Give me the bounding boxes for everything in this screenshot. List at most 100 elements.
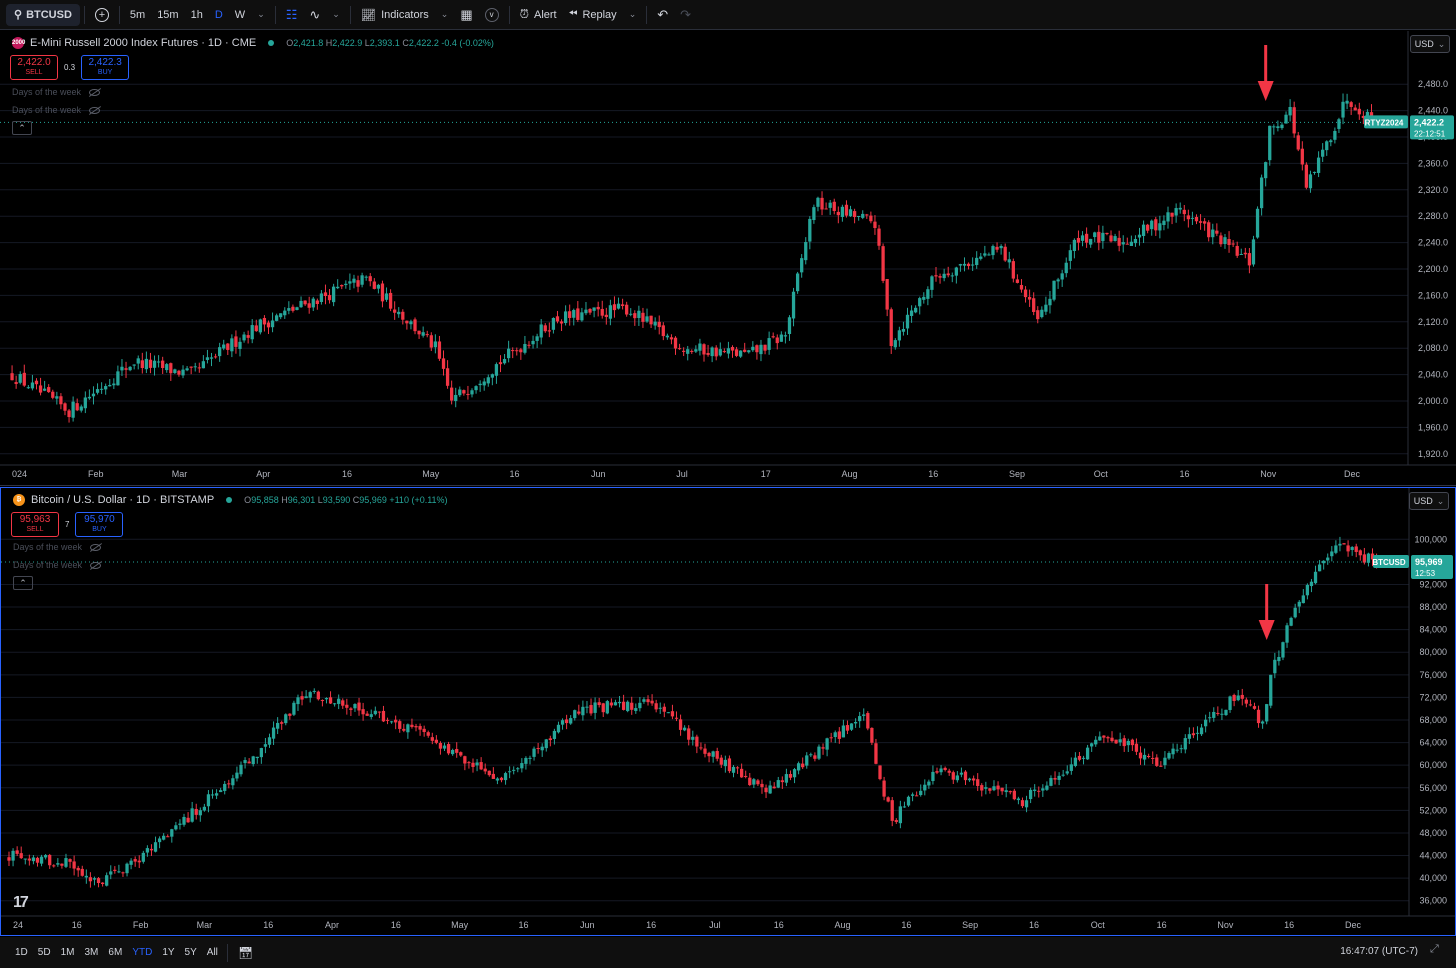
candle-body (661, 325, 665, 337)
range-3m-button[interactable]: 3M (84, 947, 99, 958)
candle-body (593, 702, 597, 713)
candle-body (1130, 739, 1135, 746)
symbol-search-button[interactable]: ⚲ BTCUSD (6, 3, 80, 26)
range-ytd-button[interactable]: YTD (132, 947, 153, 958)
replay-button[interactable]: ⏪︎ Replay (563, 0, 623, 30)
candle-body (719, 757, 723, 765)
clock-timezone[interactable]: 16:47:07 (UTC-7) (1340, 946, 1418, 957)
range-1d-button[interactable]: 1D (15, 947, 28, 958)
candle-body (291, 306, 295, 311)
hidden-eye-icon[interactable] (90, 543, 102, 551)
candle-body (824, 208, 828, 210)
range-1y-button[interactable]: 1Y (162, 947, 175, 958)
collapse-legend-button[interactable]: ⌃ (12, 121, 32, 135)
candle-body (511, 350, 515, 352)
indicators-dropdown-icon[interactable]: ⌄ (440, 9, 449, 19)
candle-body (1037, 790, 1041, 792)
undo-icon[interactable]: ↶ (657, 6, 669, 22)
indicator-row[interactable]: Days of the week (13, 542, 102, 552)
candle-body (1334, 545, 1338, 553)
annotation-arrow-icon[interactable] (1258, 584, 1275, 640)
divider (83, 5, 85, 24)
add-symbol-button[interactable]: + (89, 0, 115, 30)
candle-body (356, 280, 360, 287)
collapse-legend-button[interactable]: ⌃ (13, 576, 33, 590)
range-5d-button[interactable]: 5D (37, 947, 51, 958)
range-all-button[interactable]: All (206, 947, 218, 958)
candle-body (15, 850, 19, 854)
time-axis[interactable]: 24 16 Feb Mar 16 Apr 16 May 16 Jun 16 Jul 16 Aug 16 Sep… (13, 920, 1361, 930)
expand-icon[interactable]: ⤢ (1430, 943, 1439, 955)
candle-body (120, 366, 124, 371)
layout-grid-icon[interactable]: ▦ (460, 6, 473, 22)
candle-body (1147, 756, 1151, 758)
line-tool-icon[interactable]: ∿ (309, 6, 321, 22)
price-tick-label: 84,000 (1419, 625, 1447, 635)
hidden-eye-icon[interactable] (90, 561, 102, 569)
candle-body (858, 716, 862, 722)
candle-body (1236, 695, 1240, 701)
futures-title[interactable]: E-Mini Russell 2000 Index Futures · 1D ·… (30, 37, 257, 49)
calendar-goto-icon[interactable]: 📅︎ (237, 945, 254, 960)
candle-body (1064, 262, 1068, 274)
candle-body (1362, 554, 1367, 563)
candles-chart-type-icon[interactable]: ☷ (285, 6, 298, 22)
candle-body (882, 780, 886, 797)
candle-body (68, 859, 72, 862)
indicator-row[interactable]: Days of the week (12, 105, 101, 115)
indicator-row[interactable]: Days of the week (13, 560, 102, 570)
candle-body (341, 700, 345, 706)
range-1m-button[interactable]: 1M (60, 947, 75, 958)
candle-body (258, 319, 262, 333)
interval-dropdown-icon[interactable]: ⌄ (257, 9, 265, 19)
currency-selector[interactable]: USD ⌄ (1409, 492, 1449, 510)
interval-d-button[interactable]: D (214, 8, 223, 21)
range-5y-button[interactable]: 5Y (184, 947, 197, 958)
bitcoin-chart-pane[interactable]: 100,000 92,000 88,000 84,000 80,000 76,000 72,… (0, 487, 1456, 936)
futures-buy-button[interactable]: 2,422.3 BUY (81, 55, 130, 80)
candle-body (418, 726, 422, 730)
candle-body (157, 838, 162, 843)
time-tick-label: Dec (1344, 469, 1361, 479)
candle-body (75, 403, 79, 411)
candle-body (1240, 694, 1244, 699)
candle-body (1045, 785, 1049, 790)
hidden-eye-icon[interactable] (89, 88, 101, 96)
alert-button[interactable]: ⏰︎ Alert (514, 0, 563, 30)
templates-dropdown-icon[interactable]: v (479, 0, 505, 30)
chart-type-dropdown-icon[interactable]: ⌄ (332, 9, 340, 19)
tradingview-logo[interactable]: 17 (13, 894, 29, 911)
replay-dropdown-icon[interactable]: ⌄ (628, 9, 637, 19)
bitcoin-buy-button[interactable]: 95,970 BUY (75, 512, 124, 537)
redo-icon[interactable]: ↷ (680, 6, 692, 22)
futures-chart-pane[interactable]: 2,480.02,440.02,400.02,360.02,320.02,280… (0, 31, 1456, 486)
candle-body (885, 279, 889, 310)
candle-body (767, 338, 771, 350)
time-axis[interactable]: 024 Feb Mar Apr 16 May 16 Jun Jul 17 Aug 16 Sep Oct 16… (12, 469, 1360, 479)
candle-body (1349, 102, 1353, 107)
bitcoin-title[interactable]: Bitcoin / U.S. Dollar · 1D · BITSTAMP (31, 494, 215, 506)
interval-15m-button[interactable]: 15m (157, 8, 179, 21)
interval-5m-button[interactable]: 5m (129, 8, 146, 21)
interval-w-button[interactable]: W (234, 8, 246, 21)
futures-sell-button[interactable]: 2,422.0 SELL (10, 55, 58, 80)
interval-1h-button[interactable]: 1h (190, 8, 203, 21)
candle-body (914, 307, 918, 313)
candle-body (474, 386, 478, 391)
candle-body (1255, 208, 1260, 238)
last-price-label: RTYZ2024 2,422.2 22:12:51 (1364, 115, 1454, 140)
price-axis[interactable]: 100,000 92,000 88,000 84,000 80,000 76,000 72,… (1414, 534, 1447, 905)
hidden-eye-icon[interactable] (89, 106, 101, 114)
range-6m-button[interactable]: 6M (108, 947, 123, 958)
indicators-button[interactable]: 📈︎ Indicators (355, 0, 435, 30)
bitcoin-chart-canvas[interactable]: 100,000 92,000 88,000 84,000 80,000 76,000 72,… (1, 488, 1455, 935)
candle-body (841, 725, 846, 738)
currency-selector[interactable]: USD ⌄ (1410, 35, 1450, 53)
indicator-row[interactable]: Days of the week (12, 87, 101, 97)
candle-body (405, 320, 409, 324)
bitcoin-sell-button[interactable]: 95,963 SELL (11, 512, 59, 537)
candle-body (1277, 656, 1281, 662)
candle-body (30, 382, 35, 389)
annotation-arrow-icon[interactable] (1257, 45, 1274, 101)
futures-chart-canvas[interactable]: 2,480.02,440.02,400.02,360.02,320.02,280… (0, 31, 1456, 486)
